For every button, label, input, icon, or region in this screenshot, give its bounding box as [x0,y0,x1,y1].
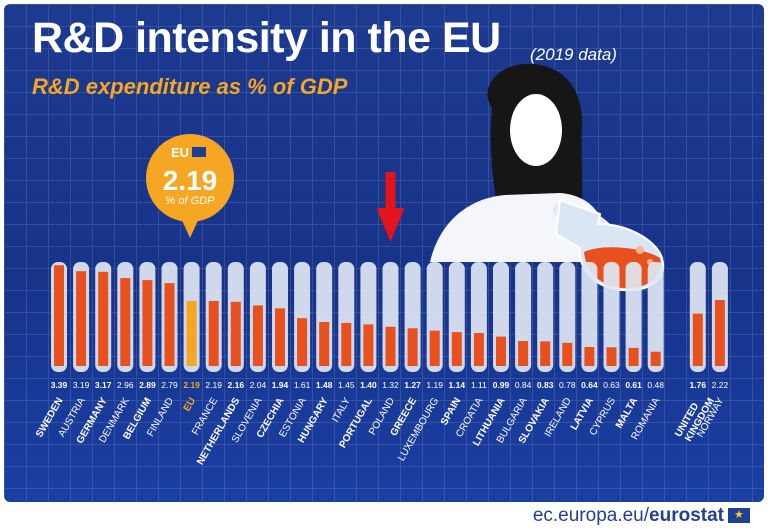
bar-estonia [297,318,308,366]
value-label-lithuania: 0.99 [493,380,510,390]
value-label-austria: 3.19 [73,380,90,390]
value-label-estonia: 1.61 [294,380,311,390]
category-labels-layer: SWEDENAUSTRIAGERMANYDENMARKBELGIUMFINLAN… [34,396,727,467]
value-label-czechia: 1.94 [272,380,289,390]
source-link[interactable]: ec.europa.eu/eurostat [533,505,724,527]
bar-bulgaria [518,341,529,366]
value-label-belgium: 2.89 [139,380,156,390]
value-label-eu: 2.19 [183,380,200,390]
value-label-malta: 0.61 [625,380,642,390]
value-label-cyprus: 0.63 [603,380,620,390]
test-tube-latvia [581,262,598,372]
eu-callout: EU 2.19 % of GDP [146,134,234,238]
value-label-finland: 2.79 [161,380,178,390]
chart-subtitle: R&D expenditure as % of GDP [32,74,348,99]
callout-eu-unit: % of GDP [166,195,216,207]
bar-spain [451,332,462,366]
value-label-portugal: 1.40 [360,380,377,390]
bar-netherlands [230,301,241,366]
bars-layer [54,265,725,366]
test-tube-romania [647,262,664,372]
bar-greece [407,328,418,366]
data-year-label: (2019 data) [530,45,617,64]
bar-belgium [142,280,153,366]
eu-flag-icon [192,147,206,157]
value-label-poland: 1.32 [382,380,399,390]
bar-croatia [473,333,484,366]
category-label-eu: EU [182,396,198,414]
bar-malta [628,347,639,366]
arrow-marker-icon [376,172,405,242]
bar-luxembourg [429,330,440,366]
bar-denmark [120,278,131,366]
value-label-greece: 1.27 [404,380,421,390]
value-label-sweden: 3.39 [51,380,68,390]
callout-eu-value: 2.19 [163,165,218,196]
value-label-netherlands: 2.16 [228,380,245,390]
bar-finland [164,283,175,366]
value-label-romania: 0.48 [647,380,664,390]
category-label-italy: ITALY [330,396,353,425]
bar-latvia [584,346,595,366]
chart-title: R&D intensity in the EU [32,14,501,62]
bar-poland [385,326,396,366]
value-label-denmark: 2.96 [117,380,134,390]
eu-flag-icon [728,508,750,523]
bar-germany [98,271,109,366]
bar-lithuania [496,336,506,366]
test-tube-cyprus [603,262,620,372]
callout-eu-label: EU [171,145,189,160]
bar-portugal [363,324,374,366]
bar-sweden [54,265,64,366]
value-label-norway: 2.22 [712,380,729,390]
value-label-slovakia: 0.83 [537,380,554,390]
bar-united-kingdom [692,313,703,366]
scientist-illustration [430,63,665,292]
bar-france [208,300,219,366]
value-label-luxembourg: 1.19 [426,380,443,390]
value-label-ireland: 0.78 [559,380,576,390]
footer-bar [0,502,768,529]
bar-cyprus [606,347,617,366]
source-brand: eurostat [649,505,724,526]
value-label-hungary: 1.48 [316,380,333,390]
value-label-france: 2.19 [205,380,222,390]
bar-italy [341,322,352,366]
value-label-germany: 3.17 [95,380,112,390]
bar-ireland [562,342,573,366]
value-label-bulgaria: 0.84 [515,380,532,390]
value-label-united-kingdom: 1.76 [690,380,707,390]
bar-hungary [319,322,330,366]
test-tube-malta [625,262,642,372]
value-label-italy: 1.45 [338,380,355,390]
value-label-latvia: 0.64 [581,380,598,390]
bar-slovakia [540,341,551,366]
bar-slovenia [252,305,263,366]
value-labels-layer: 3.39 3.19 3.17 2.96 2.89 2.79 2.19 2.19 2.16 2.04… [51,380,729,390]
value-label-slovenia: 2.04 [250,380,267,390]
scientist-face [510,94,562,166]
bar-eu [186,300,197,366]
bar-romania [650,351,661,366]
bar-austria [76,271,87,366]
source-prefix: ec.europa.eu/ [532,505,650,526]
value-label-croatia: 1.11 [471,380,487,390]
bar-norway [714,300,725,366]
bar-czechia [275,308,285,366]
value-label-spain: 1.14 [449,380,466,390]
